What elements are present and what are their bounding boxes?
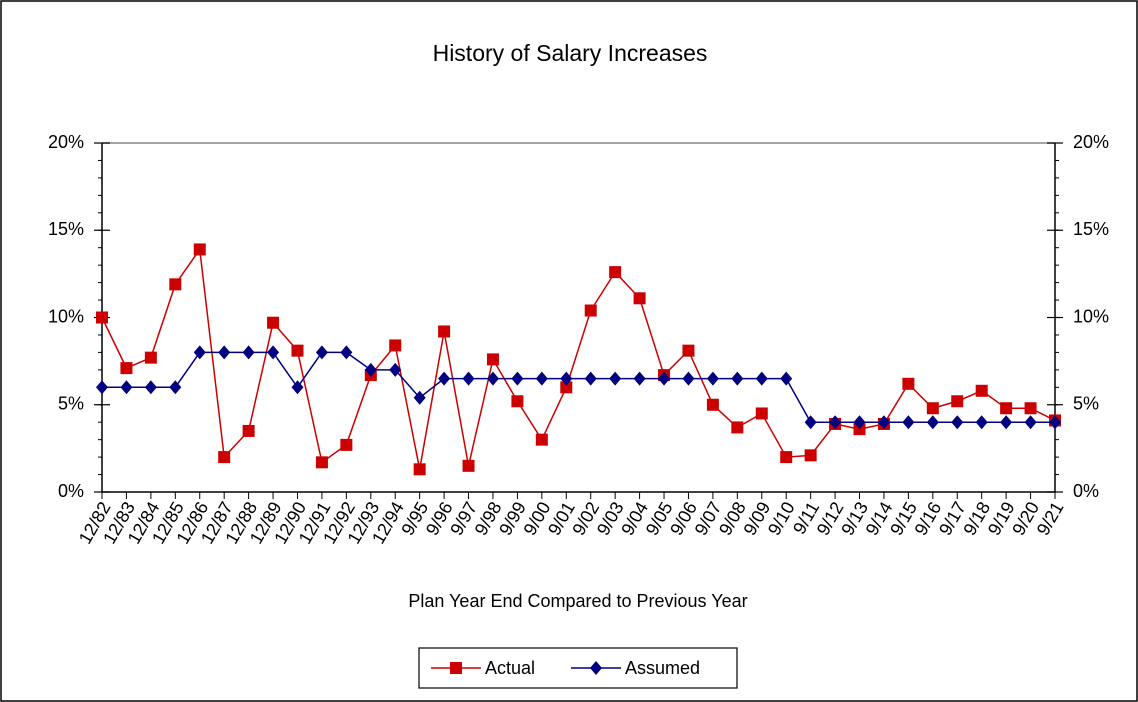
marker (267, 345, 280, 360)
marker (902, 377, 915, 390)
marker (438, 371, 451, 386)
y-tick-label: 15% (48, 219, 84, 239)
marker (1000, 402, 1013, 415)
marker (120, 380, 133, 395)
marker (731, 371, 744, 386)
chart-title: History of Salary Increases (433, 40, 708, 66)
series-line (101, 247, 1056, 470)
y-tick-label: 10% (48, 306, 84, 326)
legend-label: Assumed (625, 658, 700, 678)
marker (450, 662, 462, 674)
marker (144, 380, 157, 395)
marker (120, 362, 133, 375)
y2-tick-label: 20% (1073, 132, 1109, 152)
marker (169, 278, 182, 291)
y2-tick-label: 5% (1073, 394, 1099, 414)
marker (413, 390, 426, 405)
marker (584, 304, 597, 317)
marker (926, 402, 939, 415)
marker (340, 345, 353, 360)
marker (535, 433, 548, 446)
marker (413, 463, 426, 476)
marker (193, 243, 206, 256)
marker (462, 459, 475, 472)
marker (291, 344, 304, 357)
marker (829, 415, 842, 430)
marker (242, 424, 255, 437)
marker (975, 384, 988, 397)
marker (951, 415, 964, 430)
marker (1000, 415, 1013, 430)
marker (511, 371, 524, 386)
series-line (102, 351, 1055, 423)
marker (682, 344, 695, 357)
marker (560, 381, 573, 394)
marker (780, 451, 793, 464)
marker (706, 371, 719, 386)
x-axis-label: Plan Year End Compared to Previous Year (408, 591, 747, 611)
marker (340, 438, 353, 451)
y-tick-label: 5% (58, 394, 84, 414)
marker (1024, 415, 1037, 430)
marker (291, 380, 304, 395)
marker (804, 449, 817, 462)
marker (242, 345, 255, 360)
marker (633, 292, 646, 305)
marker (486, 371, 499, 386)
marker (853, 415, 866, 430)
y-tick-label: 0% (58, 481, 84, 501)
marker (780, 371, 793, 386)
marker (144, 351, 157, 364)
marker (609, 371, 622, 386)
marker (389, 339, 402, 352)
y2-tick-label: 0% (1073, 481, 1099, 501)
marker (926, 415, 939, 430)
marker (218, 451, 231, 464)
marker (658, 371, 671, 386)
marker (315, 345, 328, 360)
y2-tick-label: 15% (1073, 219, 1109, 239)
marker (96, 380, 108, 395)
marker (609, 266, 622, 279)
marker (755, 407, 768, 420)
marker (438, 325, 451, 338)
marker (951, 395, 964, 408)
marker (169, 380, 182, 395)
marker (511, 395, 524, 408)
marker (560, 371, 573, 386)
marker (584, 371, 597, 386)
marker (267, 316, 280, 329)
marker (364, 362, 377, 377)
marker (315, 456, 328, 469)
y-tick-label: 20% (48, 132, 84, 152)
marker (804, 415, 817, 430)
marker (218, 345, 231, 360)
marker (535, 371, 548, 386)
marker (486, 353, 499, 366)
marker (731, 421, 744, 434)
marker (462, 371, 475, 386)
marker (902, 415, 915, 430)
marker (633, 371, 646, 386)
marker (975, 415, 988, 430)
marker (682, 371, 695, 386)
marker (706, 398, 719, 411)
marker (1024, 402, 1037, 415)
marker (877, 415, 890, 430)
marker (1049, 415, 1061, 430)
y2-tick-label: 10% (1073, 306, 1109, 326)
marker (389, 362, 402, 377)
legend-label: Actual (485, 658, 535, 678)
marker (193, 345, 206, 360)
marker (590, 661, 602, 675)
marker (755, 371, 768, 386)
marker (96, 311, 108, 324)
